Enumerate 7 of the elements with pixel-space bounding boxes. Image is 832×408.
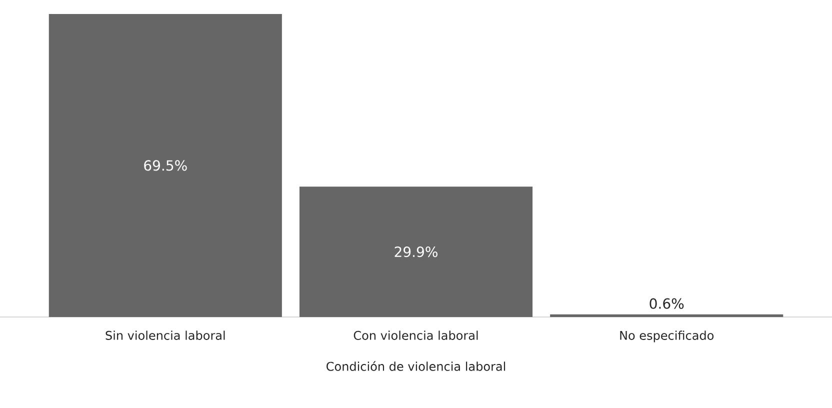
x-axis-title: Condición de violencia laboral — [326, 361, 506, 371]
data-label: 29.9% — [394, 246, 438, 258]
x-tick-label: Sin violencia laboral — [106, 330, 225, 340]
x-tick-label: Con violencia laboral — [354, 330, 478, 340]
x-tick-label: No especificado — [620, 330, 714, 342]
data-label: 69.5% — [144, 160, 187, 171]
data-label: 0.6% — [650, 298, 684, 309]
